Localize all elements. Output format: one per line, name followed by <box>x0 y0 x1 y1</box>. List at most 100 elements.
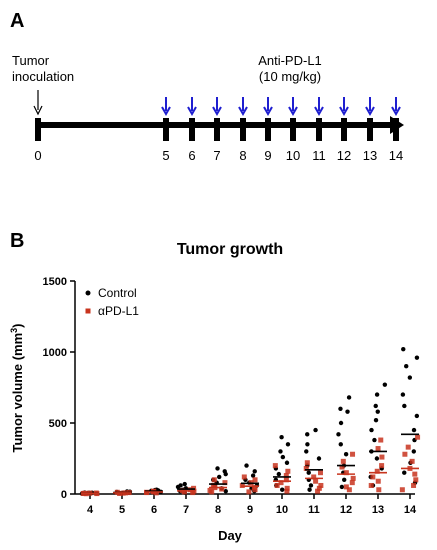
data-point-control <box>342 477 347 482</box>
panel-a-label: A <box>10 10 24 32</box>
dose-arrow-icon <box>212 97 222 117</box>
data-point-control <box>338 406 343 411</box>
data-point-apdl1 <box>376 487 382 493</box>
data-point-apdl1 <box>283 473 289 479</box>
x-tick-label: 12 <box>340 504 352 516</box>
data-point-control <box>178 483 183 488</box>
data-point-apdl1 <box>378 437 384 443</box>
data-point-apdl1 <box>375 446 381 452</box>
timeline-day-label: 13 <box>363 148 377 163</box>
data-point-apdl1 <box>284 485 290 491</box>
data-point-control <box>374 456 380 461</box>
data-point-control <box>339 484 345 490</box>
data-point-control <box>305 432 310 437</box>
data-point-apdl1 <box>379 463 385 469</box>
treatment-label-line1: Anti-PD-L1 <box>258 53 322 68</box>
y-axis-title-main: Tumor volume (mm <box>10 333 25 453</box>
data-point-apdl1 <box>313 478 319 484</box>
data-point-apdl1 <box>251 485 257 491</box>
data-point-apdl1 <box>415 434 421 440</box>
data-point-apdl1 <box>409 458 415 464</box>
data-point-apdl1 <box>272 463 278 469</box>
data-point-control <box>402 403 407 409</box>
data-point-control <box>285 442 291 447</box>
data-point-control <box>305 442 310 447</box>
legend-label: Control <box>98 286 137 300</box>
y-axis-title-sup: 3 <box>9 328 19 333</box>
data-point-apdl1 <box>219 486 225 492</box>
x-tick-label: 9 <box>247 504 253 516</box>
data-point-control <box>343 452 349 457</box>
dose-arrow-icon <box>238 97 248 117</box>
x-tick-label: 5 <box>119 504 125 516</box>
timeline-day-label: 7 <box>213 148 220 163</box>
data-point-control <box>336 432 341 437</box>
data-point-apdl1 <box>411 482 417 488</box>
data-point-apdl1 <box>311 474 317 480</box>
data-point-control <box>369 427 374 433</box>
x-tick-label: 7 <box>183 504 189 516</box>
dose-arrow-icon <box>161 97 171 117</box>
data-point-apdl1 <box>343 484 349 490</box>
timeline-day-label: 10 <box>286 148 300 163</box>
data-point-apdl1 <box>402 451 408 457</box>
data-point-control <box>411 427 417 433</box>
timeline <box>38 116 404 134</box>
inoculation-arrow <box>33 90 43 116</box>
legend-marker-apdl1 <box>85 308 91 314</box>
data-point-apdl1 <box>375 478 381 484</box>
x-tick-label: 11 <box>308 504 320 516</box>
data-point-apdl1 <box>274 482 280 488</box>
dose-arrow-icon <box>263 97 273 117</box>
data-point-apdl1 <box>246 489 252 495</box>
data-point-apdl1 <box>304 460 310 466</box>
data-point-apdl1 <box>285 468 291 474</box>
data-point-control <box>276 471 282 477</box>
dose-arrow-icon <box>314 97 324 117</box>
data-point-apdl1 <box>379 454 385 460</box>
data-point-apdl1 <box>317 470 323 476</box>
y-tick-label: 0 <box>61 489 67 501</box>
legend-label: αPD-L1 <box>98 304 139 318</box>
data-point-apdl1 <box>368 482 374 488</box>
dose-arrow-icon <box>187 97 197 117</box>
data-point-control <box>278 449 283 454</box>
data-point-apdl1 <box>349 480 355 486</box>
dose-arrow-icon <box>339 97 349 117</box>
x-axis-title: Day <box>218 528 243 543</box>
data-point-apdl1 <box>405 444 411 450</box>
y-axis-title-end: ) <box>10 323 25 327</box>
data-point-control <box>401 346 406 352</box>
inoculation-label-line1: Tumor <box>12 53 50 68</box>
panel-b-label: B <box>10 230 24 252</box>
data-point-apdl1 <box>413 477 419 483</box>
data-point-control <box>308 483 314 488</box>
dose-arrow-icon <box>365 97 375 117</box>
data-point-control <box>372 437 377 443</box>
timeline-day-label: 12 <box>337 148 351 163</box>
data-point-apdl1 <box>241 474 247 480</box>
data-point-control <box>402 470 407 475</box>
data-point-control <box>304 449 309 454</box>
data-point-apdl1 <box>283 477 289 483</box>
y-tick-label: 1500 <box>43 276 67 288</box>
data-point-control <box>279 435 284 440</box>
data-point-control <box>284 460 290 465</box>
data-point-control <box>404 364 409 369</box>
data-point-apdl1 <box>340 458 346 464</box>
data-point-control <box>215 466 220 471</box>
data-point-control <box>400 392 406 397</box>
data-point-control <box>316 456 322 461</box>
data-point-control <box>373 403 378 409</box>
data-point-control <box>338 420 344 426</box>
data-point-control <box>252 469 257 474</box>
chart-title: Tumor growth <box>177 241 283 258</box>
data-point-apdl1 <box>315 488 321 494</box>
data-point-apdl1 <box>210 482 216 488</box>
y-axis-title: Tumor volume (mm3) <box>9 323 25 452</box>
x-tick-label: 8 <box>215 504 221 516</box>
data-point-apdl1 <box>339 464 345 470</box>
data-point-apdl1 <box>399 487 405 493</box>
inoculation-label-line2: inoculation <box>12 69 74 84</box>
